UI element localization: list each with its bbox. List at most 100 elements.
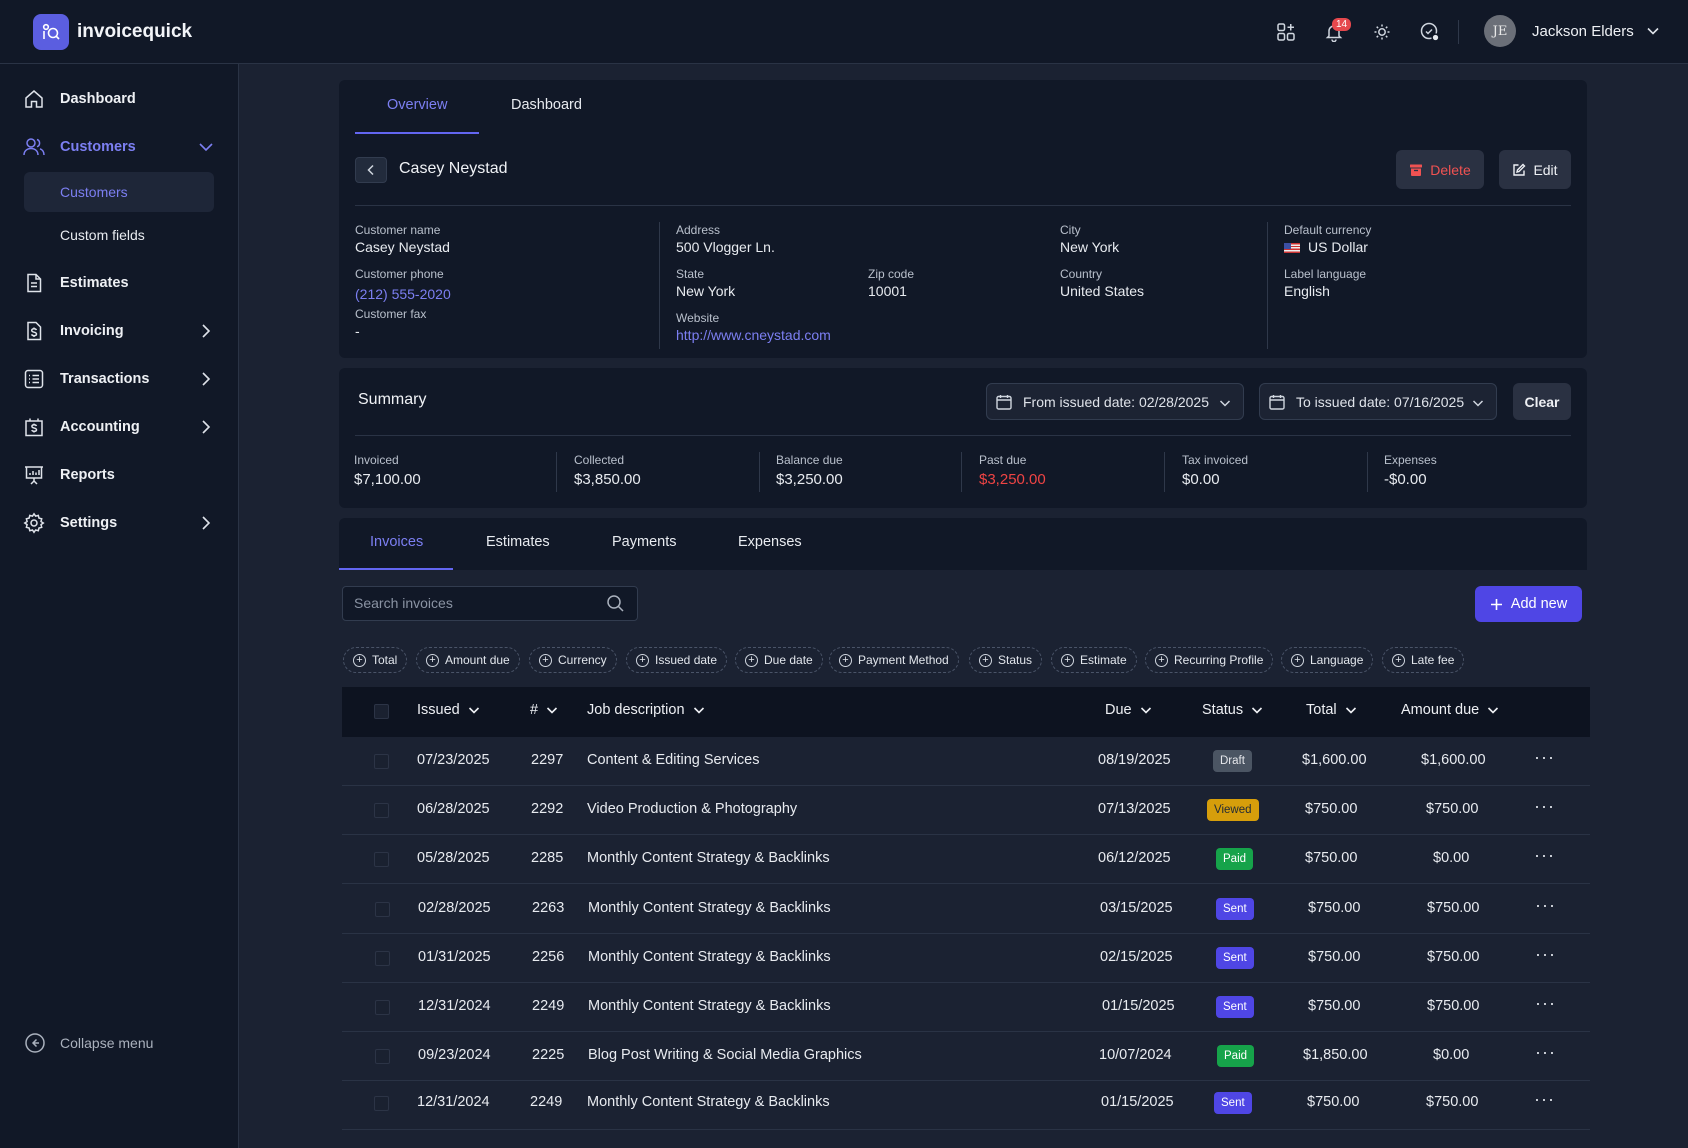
website-link[interactable]: http://www.cneystad.com [676, 327, 831, 343]
table-row[interactable]: 05/28/2025 2285 Monthly Content Strategy… [342, 835, 1590, 884]
chevron-right-icon [202, 324, 211, 338]
chevron-down-icon [1647, 27, 1659, 35]
row-checkbox[interactable] [375, 902, 390, 917]
collapse-menu-button[interactable]: Collapse menu [24, 1032, 153, 1054]
row-more-icon[interactable]: ··· [1535, 1042, 1556, 1062]
table-row[interactable]: 12/31/2024 2249 Monthly Content Strategy… [342, 983, 1590, 1032]
tab-expenses[interactable]: Expenses [738, 534, 802, 550]
filter-chip-currency[interactable]: + Currency [529, 647, 617, 673]
stat-collected-value: $3,850.00 [574, 471, 641, 488]
to-date-picker[interactable]: To issued date: 07/16/2025 [1259, 383, 1497, 420]
row-more-icon[interactable]: ··· [1535, 993, 1556, 1013]
table-row[interactable]: 06/28/2025 2292 Video Production & Photo… [342, 786, 1590, 835]
filter-chip-total[interactable]: + Total [343, 647, 408, 673]
row-more-icon[interactable]: ··· [1534, 845, 1555, 865]
cell-job-description: Monthly Content Strategy & Backlinks [588, 900, 831, 916]
cell-job-description: Video Production & Photography [587, 801, 798, 817]
cell-total: $750.00 [1308, 949, 1361, 965]
search-input[interactable]: Search invoices [342, 586, 638, 621]
filter-chip-label: Due date [764, 653, 813, 667]
select-all-checkbox[interactable] [374, 704, 389, 719]
sidebar: Dashboard Customers Customers Custom fie… [0, 64, 239, 1148]
filter-chip-payment-method[interactable]: + Payment Method [829, 647, 959, 673]
sidebar-item-accounting[interactable]: Accounting [22, 407, 218, 447]
table-row[interactable]: 01/31/2025 2256 Monthly Content Strategy… [342, 934, 1590, 983]
sidebar-item-label: Invoicing [60, 323, 124, 339]
clear-button[interactable]: Clear [1513, 383, 1571, 420]
row-checkbox[interactable] [374, 754, 389, 769]
sidebar-item-dashboard[interactable]: Dashboard [22, 79, 218, 119]
filter-chip-language[interactable]: + Language [1281, 647, 1374, 673]
table-row[interactable]: 12/31/2024 2249 Monthly Content Strategy… [342, 1081, 1590, 1130]
plus-circle-icon: + [1291, 653, 1304, 667]
filter-chip-status[interactable]: + Status [969, 647, 1043, 673]
sidebar-item-estimates[interactable]: Estimates [22, 263, 218, 303]
status-badge: Paid [1217, 1045, 1255, 1067]
column-status[interactable]: Status [1202, 702, 1263, 718]
filter-chip-amount-due[interactable]: + Amount due [416, 647, 520, 673]
delete-button[interactable]: Delete [1396, 150, 1484, 189]
column-issued[interactable]: Issued [417, 702, 480, 718]
sidebar-item-transactions[interactable]: Transactions [22, 359, 218, 399]
filter-chip-estimate[interactable]: + Estimate [1051, 647, 1137, 673]
column-amount-due[interactable]: Amount due [1401, 702, 1499, 718]
row-checkbox[interactable] [375, 1049, 390, 1064]
table-row[interactable]: 07/23/2025 2297 Content & Editing Servic… [342, 737, 1590, 786]
tab-payments[interactable]: Payments [612, 534, 677, 550]
details-divider [659, 222, 660, 349]
cell-job-description: Content & Editing Services [587, 752, 760, 768]
column-job-description[interactable]: Job description [587, 702, 705, 718]
row-more-icon[interactable]: ··· [1535, 895, 1556, 915]
table-row[interactable]: 02/28/2025 2263 Monthly Content Strategy… [342, 884, 1590, 934]
sidebar-subitem-customers[interactable]: Customers [24, 172, 214, 212]
app-logo[interactable]: invoicequick [33, 13, 192, 50]
row-checkbox[interactable] [375, 1000, 390, 1015]
filter-chip-due-date[interactable]: + Due date [735, 647, 823, 673]
sidebar-item-settings[interactable]: Settings [22, 503, 218, 543]
filter-chip-recurring-profile[interactable]: + Recurring Profile [1145, 647, 1274, 673]
column-total[interactable]: Total [1306, 702, 1357, 718]
search-icon[interactable] [606, 594, 625, 613]
row-checkbox[interactable] [375, 951, 390, 966]
cell-issued: 12/31/2024 [417, 1094, 490, 1110]
filter-chip-label: Status [998, 653, 1033, 667]
chevron-down-icon [1252, 707, 1263, 714]
row-checkbox[interactable] [374, 852, 389, 867]
table-row[interactable]: 09/23/2024 2225 Blog Post Writing & Soci… [342, 1032, 1590, 1081]
cell-job-description: Monthly Content Strategy & Backlinks [587, 1094, 830, 1110]
column-due[interactable]: Due [1105, 702, 1152, 718]
sidebar-subitem-custom-fields[interactable]: Custom fields [60, 227, 145, 243]
cell-amount-due: $750.00 [1426, 1094, 1479, 1110]
sidebar-item-customers[interactable]: Customers [22, 127, 218, 167]
sidebar-item-reports[interactable]: Reports [22, 455, 218, 495]
row-more-icon[interactable]: ··· [1535, 944, 1556, 964]
apps-grid-icon[interactable] [1262, 0, 1310, 64]
row-more-icon[interactable]: ··· [1534, 796, 1555, 816]
user-menu[interactable]: JE Jackson Elders [1484, 15, 1660, 47]
sidebar-item-invoicing[interactable]: Invoicing [22, 311, 218, 351]
cell-issued: 12/31/2024 [418, 998, 491, 1014]
tab-estimates[interactable]: Estimates [486, 534, 550, 550]
from-date-picker[interactable]: From issued date: 02/28/2025 [986, 383, 1244, 420]
row-checkbox[interactable] [374, 1096, 389, 1111]
tab-overview[interactable]: Overview [387, 97, 448, 113]
edit-button[interactable]: Edit [1499, 150, 1571, 189]
customer-phone-link[interactable]: (212) 555-2020 [355, 286, 451, 302]
column-number[interactable]: # [530, 702, 558, 718]
avatar: JE [1484, 15, 1516, 47]
filter-chip-issued-date[interactable]: + Issued date [626, 647, 728, 673]
notifications-bell-icon[interactable]: 14 [1310, 0, 1358, 64]
tab-dashboard[interactable]: Dashboard [511, 97, 582, 113]
filter-chip-late-fee[interactable]: + Late fee [1382, 647, 1465, 673]
status-indicator-icon[interactable] [1406, 0, 1454, 64]
row-more-icon[interactable]: ··· [1534, 747, 1555, 767]
row-more-icon[interactable]: ··· [1534, 1089, 1555, 1109]
calculator-dollar-icon [22, 415, 46, 439]
tab-invoices[interactable]: Invoices [370, 534, 424, 550]
add-new-button[interactable]: Add new [1475, 586, 1582, 622]
back-button[interactable] [355, 157, 387, 183]
row-checkbox[interactable] [374, 803, 389, 818]
cell-amount-due: $750.00 [1427, 900, 1480, 916]
theme-sun-icon[interactable] [1358, 0, 1406, 64]
top-bar: invoicequick 14 JE Jackson Elders [0, 0, 1688, 64]
